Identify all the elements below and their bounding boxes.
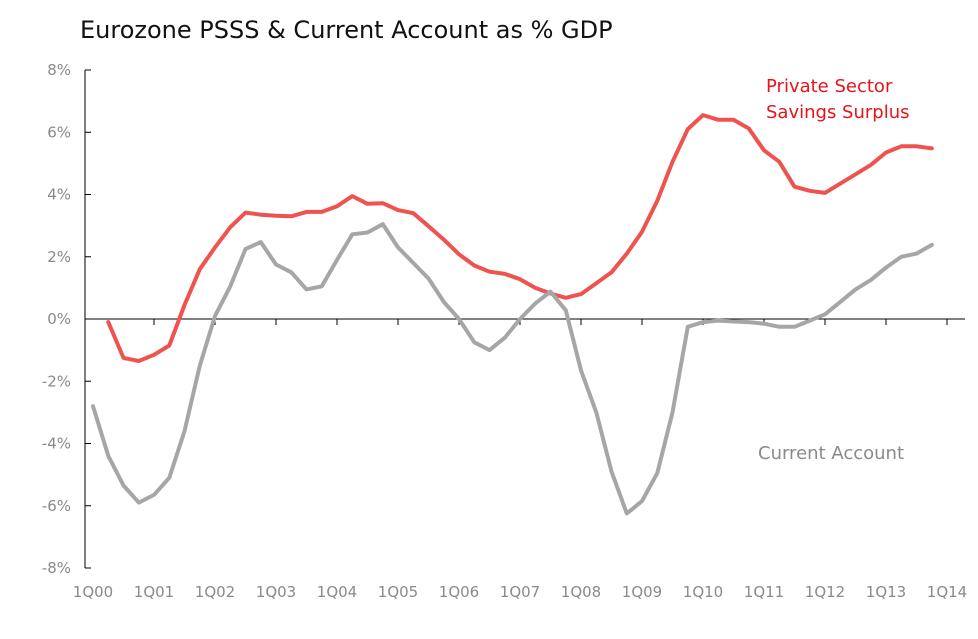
psss-annotation-line1: Private Sector (766, 76, 893, 97)
y-tick-label: 2% (47, 248, 71, 266)
y-tick-label: 4% (47, 186, 71, 204)
y-tick-label: -4% (42, 435, 71, 453)
labels-layer: Private Sector Savings Surplus Current A… (42, 61, 967, 601)
series-line-psss (106, 113, 934, 363)
x-tick-label: 1Q07 (500, 583, 540, 601)
x-tick-label: 1Q09 (622, 583, 662, 601)
x-tick-label: 1Q14 (927, 583, 967, 601)
x-tick-label: 1Q01 (134, 583, 174, 601)
x-tick-label: 1Q13 (866, 583, 906, 601)
axes (84, 69, 965, 569)
series-line-current-account (91, 222, 934, 516)
y-tick-label: 0% (47, 310, 71, 328)
y-tick-label: 8% (47, 61, 71, 79)
x-tick-label: 1Q11 (744, 583, 784, 601)
x-tick-label: 1Q08 (561, 583, 601, 601)
x-tick-label: 1Q12 (805, 583, 845, 601)
y-tick-label: -6% (42, 497, 71, 515)
current-account-annotation: Current Account (758, 443, 904, 464)
chart-title: Eurozone PSSS & Current Account as % GDP (80, 16, 613, 44)
x-tick-label: 1Q05 (378, 583, 418, 601)
x-tick-label: 1Q06 (439, 583, 479, 601)
x-tick-label: 1Q10 (683, 583, 723, 601)
psss-annotation-line2: Savings Surplus (766, 102, 910, 123)
y-tick-label: -2% (42, 372, 71, 390)
x-tick-label: 1Q02 (195, 583, 235, 601)
x-tick-label: 1Q04 (317, 583, 357, 601)
x-tick-label: 1Q00 (73, 583, 113, 601)
y-tick-label: 6% (47, 123, 71, 141)
x-tick-label: 1Q03 (256, 583, 296, 601)
y-tick-label: -8% (42, 559, 71, 577)
series-layer (91, 113, 934, 516)
